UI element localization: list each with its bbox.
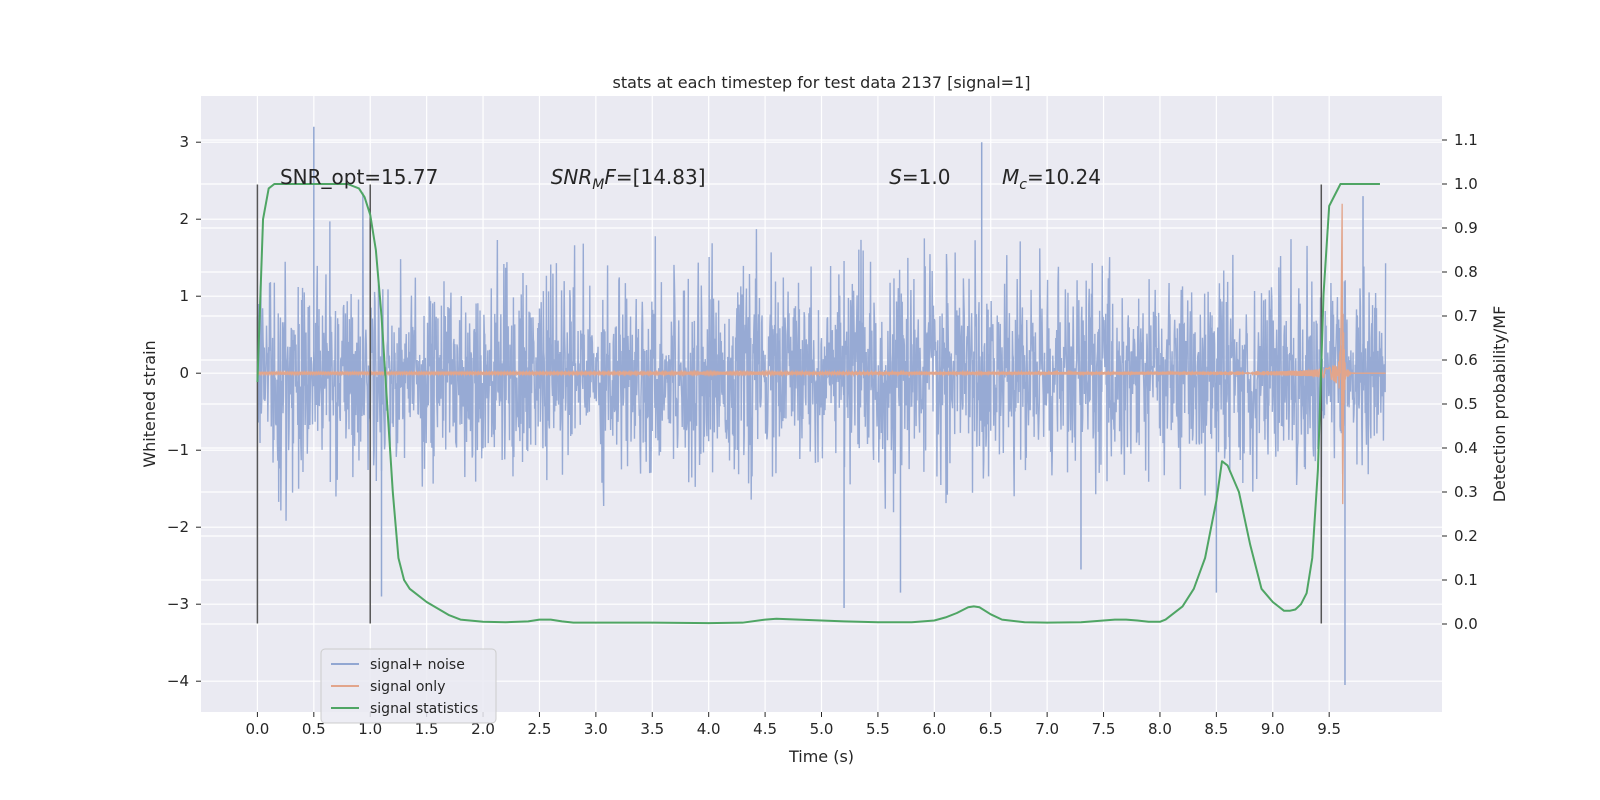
y2-tick-label-4: 0.4 — [1454, 439, 1478, 457]
legend-label-signal-only: signal only — [370, 679, 445, 695]
x-tick-label-15: 7.5 — [1092, 720, 1116, 738]
y-tick-label-5: 1 — [179, 287, 189, 305]
x-tick-label-7: 3.5 — [640, 720, 664, 738]
series-signal-statistics — [256, 183, 1380, 625]
vertical-markers — [256, 184, 1323, 624]
x-tick-label-9: 4.5 — [753, 720, 777, 738]
y-tick-label-1: −3 — [167, 595, 189, 613]
signal-plus-noise-line — [256, 192, 1387, 521]
y-tick-label-7: 3 — [179, 133, 189, 151]
y2-tick-label-1: 0.1 — [1454, 571, 1478, 589]
y2-tick-label-2: 0.2 — [1454, 527, 1478, 545]
y2-tick-label-11: 1.1 — [1454, 131, 1478, 149]
y2-tick-label-7: 0.7 — [1454, 307, 1478, 325]
y-axis-label: Whitened strain — [140, 340, 159, 467]
signal-only-merger — [1339, 203, 1345, 505]
y2-axis-label: Detection probability/MF — [1490, 306, 1509, 503]
x-tick-label-6: 3.0 — [584, 720, 608, 738]
x-tick-label-1: 0.5 — [302, 720, 326, 738]
x-tick-label-4: 2.0 — [471, 720, 495, 738]
x-axis-label: Time (s) — [788, 747, 854, 766]
y2-tick-label-6: 0.6 — [1454, 351, 1478, 369]
y2-axis-ticks: 0.0 0.1 0.2 0.3 0.4 0.5 0.6 0.7 0.8 0.9 1.0 1.1 — [1442, 131, 1478, 633]
legend-box — [320, 648, 497, 724]
y-tick-label-3: −1 — [167, 441, 189, 459]
legend-label-signal-plus-noise: signal+ noise — [370, 657, 465, 673]
y2-tick-label-5: 0.5 — [1454, 395, 1478, 413]
series-signal-plus-noise — [256, 126, 1387, 686]
y-tick-label-6: 2 — [179, 210, 189, 228]
x-tick-label-8: 4.0 — [697, 720, 721, 738]
x-tick-label-0: 0.0 — [245, 720, 269, 738]
x-tick-label-3: 1.5 — [415, 720, 439, 738]
x-tick-label-5: 2.5 — [528, 720, 552, 738]
x-tick-label-13: 6.5 — [979, 720, 1003, 738]
x-tick-label-11: 5.5 — [866, 720, 890, 738]
legend-label-signal-statistics: signal statistics — [370, 701, 478, 717]
signal-only-line — [257, 313, 1386, 475]
x-tick-label-12: 6.0 — [922, 720, 946, 738]
annotation-s-value: S=1.0 — [889, 165, 950, 189]
annotation-snr-mf: SNRMF=[14.83] — [551, 165, 706, 193]
x-tick-label-19: 9.5 — [1317, 720, 1341, 738]
y2-tick-label-10: 1.0 — [1454, 175, 1478, 193]
x-tick-label-16: 8.0 — [1148, 720, 1172, 738]
signal-statistics-line — [256, 183, 1380, 625]
y2-tick-label-3: 0.3 — [1454, 483, 1478, 501]
y-axis-ticks: −4 −3 −2 −1 0 1 2 3 — [167, 133, 201, 690]
x-axis-ticks: 0.0 0.5 1.0 1.5 2.0 2.5 3.0 3.5 4.0 4.5 5.0 5.5 6.0 6… — [245, 712, 1341, 738]
y-tick-label-0: −4 — [167, 672, 189, 690]
y-tick-label-4: 0 — [179, 364, 189, 382]
x-tick-label-2: 1.0 — [358, 720, 382, 738]
annotation-chirp-mass: Mc=10.24 — [1002, 165, 1101, 193]
chart-title: stats at each timestep for test data 213… — [612, 73, 1030, 92]
y-tick-label-2: −2 — [167, 518, 189, 536]
legend: signal+ noise signal only signal statist… — [320, 648, 497, 724]
annotation-snr-opt: SNR_opt=15.77 — [280, 165, 438, 189]
annotations: SNR_opt=15.77 SNRMF=[14.83] S=1.0 Mc=10.24 — [280, 165, 1101, 193]
y2-tick-label-9: 0.9 — [1454, 219, 1478, 237]
series-signal-only — [257, 203, 1386, 505]
x-tick-label-10: 5.0 — [810, 720, 834, 738]
x-tick-label-18: 9.0 — [1261, 720, 1285, 738]
y2-tick-label-0: 0.0 — [1454, 615, 1478, 633]
x-tick-label-17: 8.5 — [1204, 720, 1228, 738]
y2-tick-label-8: 0.8 — [1454, 263, 1478, 281]
x-tick-label-14: 7.0 — [1035, 720, 1059, 738]
